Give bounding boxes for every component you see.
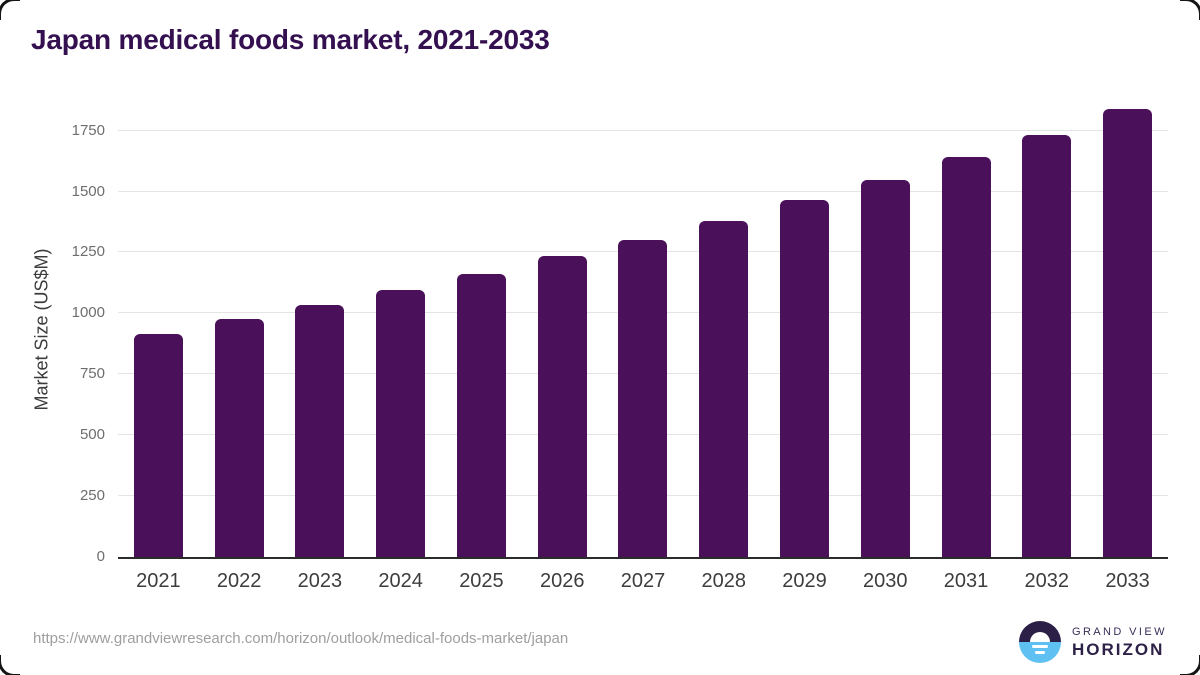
gridline	[118, 190, 1168, 192]
sun-reflection-line	[1035, 651, 1045, 654]
sun-shape	[1030, 632, 1050, 642]
x-tick-label: 2025	[459, 570, 504, 592]
x-tick-label: 2021	[136, 570, 181, 592]
y-tick-label: 250	[79, 487, 105, 505]
bar-2028[interactable]	[699, 221, 749, 557]
bar-2022[interactable]	[214, 319, 264, 557]
sun-reflection-line	[1032, 645, 1048, 648]
bar-column-2028	[683, 100, 764, 557]
bar-column-2029	[764, 100, 845, 557]
y-tick-label: 1250	[71, 243, 105, 261]
bar-column-2031	[926, 100, 1007, 557]
x-tick-label: 2024	[378, 570, 423, 592]
bar-2031[interactable]	[941, 157, 991, 557]
plot-area: 0 250 500 750 1000 1250 1500 1750	[72, 100, 1168, 565]
x-tick-label: 2028	[701, 570, 746, 592]
gridline	[118, 129, 1168, 131]
frame-corner-bottom-right	[1180, 655, 1200, 675]
logo-product-line: HORIZON	[1072, 639, 1165, 659]
bar-2025[interactable]	[456, 274, 506, 557]
bar-2021[interactable]	[133, 334, 183, 557]
bar-column-2021	[118, 100, 199, 557]
x-axis-labels: 2021 2022 2023 2024 2025 2026 2027 2028 2029 2030…	[118, 570, 1168, 593]
y-axis-title: Market Size (US$M)	[31, 248, 52, 411]
frame-corner-top-right	[1180, 0, 1200, 20]
source-url-text: https://www.grandviewresearch.com/horizo…	[33, 630, 569, 647]
x-tick-label: 2023	[297, 570, 343, 592]
x-tick-label: 2026	[539, 570, 585, 592]
bar-column-2024	[360, 100, 441, 557]
bar-column-2023	[280, 100, 361, 557]
bar-2026[interactable]	[537, 256, 587, 557]
x-tick-label: 2030	[863, 570, 908, 592]
x-tick-label: 2029	[782, 570, 827, 592]
bar-column-2027	[603, 100, 684, 557]
y-tick-label: 750	[79, 365, 105, 383]
bar-2029[interactable]	[780, 200, 829, 557]
bar-2024[interactable]	[376, 290, 426, 557]
y-tick-label: 0	[96, 548, 105, 565]
bar-column-2026	[522, 100, 603, 557]
bar-column-2032	[1006, 100, 1087, 557]
x-tick-label: 2031	[943, 570, 989, 592]
logo-brand-line: GRAND VIEW	[1072, 625, 1167, 638]
bar-series	[118, 100, 1168, 557]
bar-column-2025	[441, 100, 522, 557]
x-tick-label: 2022	[216, 570, 262, 592]
y-tick-label: 1500	[71, 182, 105, 200]
frame-corner-top-left	[0, 0, 20, 20]
y-tick-label: 500	[79, 426, 105, 444]
frame-corner-bottom-left	[0, 655, 20, 675]
bar-column-2033	[1087, 100, 1168, 557]
chart-title: Japan medical foods market, 2021-2033	[31, 24, 550, 55]
grand-view-horizon-logo: GRAND VIEW HORIZON	[1019, 621, 1167, 663]
bar-2033[interactable]	[1103, 109, 1153, 557]
y-tick-label: 1000	[71, 304, 105, 322]
bar-2027[interactable]	[618, 240, 668, 557]
bar-column-2022	[199, 100, 280, 557]
bar-2023[interactable]	[295, 305, 345, 557]
bar-2030[interactable]	[860, 180, 910, 557]
x-tick-label: 2027	[620, 570, 666, 592]
bar-column-2030	[845, 100, 926, 557]
y-tick-label: 1750	[71, 121, 105, 139]
logo-text: GRAND VIEW HORIZON	[1072, 625, 1167, 659]
x-tick-label: 2032	[1024, 570, 1070, 592]
horizon-sunrise-icon	[1019, 621, 1061, 663]
bar-2032[interactable]	[1022, 135, 1072, 557]
x-tick-label: 2033	[1105, 570, 1150, 592]
